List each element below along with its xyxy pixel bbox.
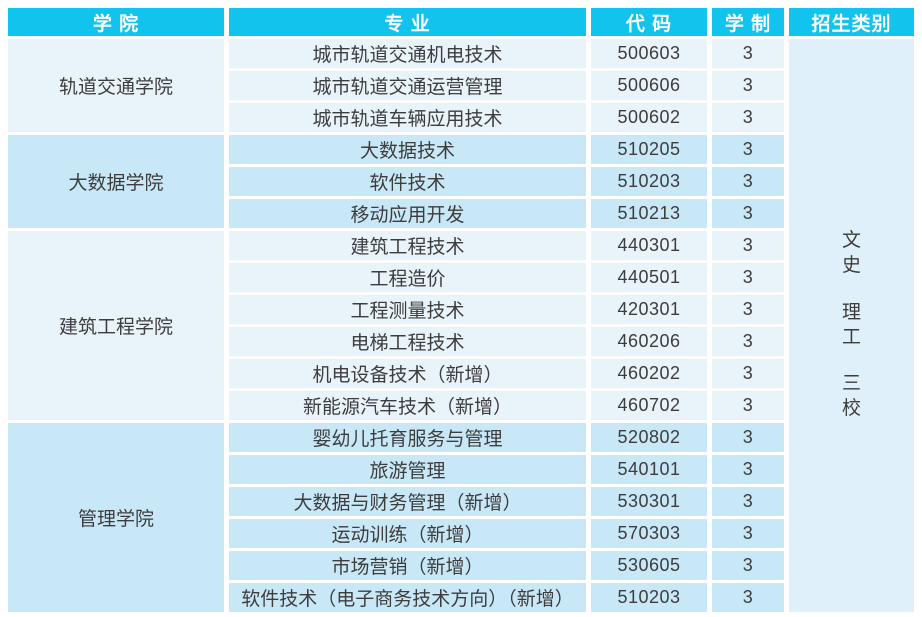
category-group-three-school: 三校 [841, 373, 861, 419]
code-cell: 520802 [591, 423, 707, 452]
duration-cell: 3 [712, 423, 784, 452]
college-cell-big-data: 大数据学院 [8, 135, 224, 228]
code-cell: 460202 [591, 359, 707, 388]
college-cell-construction: 建筑工程学院 [8, 231, 224, 420]
column-header-category: 招生类别 [789, 8, 914, 36]
major-cell: 城市轨道车辆应用技术 [229, 103, 586, 132]
duration-cell: 3 [712, 487, 784, 516]
major-cell: 城市轨道交通机电技术 [229, 39, 586, 68]
code-cell: 460702 [591, 391, 707, 420]
code-cell: 420301 [591, 295, 707, 324]
code-cell: 500606 [591, 71, 707, 100]
duration-cell: 3 [712, 135, 784, 164]
duration-cell: 3 [712, 103, 784, 132]
major-cell: 建筑工程技术 [229, 231, 586, 260]
major-cell: 电梯工程技术 [229, 327, 586, 356]
duration-cell: 3 [712, 327, 784, 356]
major-cell: 旅游管理 [229, 455, 586, 484]
major-cell: 运动训练（新增） [229, 519, 586, 548]
college-cell-rail-transit: 轨道交通学院 [8, 39, 224, 132]
code-cell: 510205 [591, 135, 707, 164]
code-cell: 500602 [591, 103, 707, 132]
code-cell: 440301 [591, 231, 707, 260]
category-group-science: 理工 [841, 301, 861, 348]
column-header-college: 学 院 [8, 8, 224, 36]
column-header-code: 代 码 [591, 8, 707, 36]
code-cell: 460206 [591, 327, 707, 356]
enrollment-category-cell: 文史 理工 三校 [789, 39, 914, 612]
major-cell: 软件技术（电子商务技术方向）（新增） [229, 583, 586, 612]
major-cell: 新能源汽车技术（新增） [229, 391, 586, 420]
duration-cell: 3 [712, 167, 784, 196]
duration-cell: 3 [712, 199, 784, 228]
major-cell: 软件技术 [229, 167, 586, 196]
duration-cell: 3 [712, 263, 784, 292]
duration-cell: 3 [712, 391, 784, 420]
major-cell: 城市轨道交通运营管理 [229, 71, 586, 100]
duration-cell: 3 [712, 551, 784, 580]
code-cell: 510203 [591, 583, 707, 612]
major-cell: 工程造价 [229, 263, 586, 292]
code-cell: 510213 [591, 199, 707, 228]
code-cell: 440501 [591, 263, 707, 292]
code-cell: 510203 [591, 167, 707, 196]
major-cell: 工程测量技术 [229, 295, 586, 324]
major-cell: 市场营销（新增） [229, 551, 586, 580]
duration-cell: 3 [712, 39, 784, 68]
duration-cell: 3 [712, 295, 784, 324]
code-cell: 570303 [591, 519, 707, 548]
duration-cell: 3 [712, 455, 784, 484]
column-header-major: 专 业 [229, 8, 586, 36]
major-cell: 移动应用开发 [229, 199, 586, 228]
category-group-liberal-arts: 文史 [841, 230, 861, 277]
major-cell: 大数据技术 [229, 135, 586, 164]
column-header-duration: 学 制 [712, 8, 784, 36]
duration-cell: 3 [712, 359, 784, 388]
major-cell: 机电设备技术（新增） [229, 359, 586, 388]
code-cell: 540101 [591, 455, 707, 484]
major-cell: 大数据与财务管理（新增） [229, 487, 586, 516]
code-cell: 500603 [591, 39, 707, 68]
major-cell: 婴幼儿托育服务与管理 [229, 423, 586, 452]
majors-table: 学 院 专 业 代 码 学 制 招生类别 轨道交通学院 大数据学院 建筑工程学院… [8, 8, 914, 612]
duration-cell: 3 [712, 231, 784, 260]
duration-cell: 3 [712, 519, 784, 548]
code-cell: 530301 [591, 487, 707, 516]
college-cell-management: 管理学院 [8, 423, 224, 612]
duration-cell: 3 [712, 583, 784, 612]
duration-cell: 3 [712, 71, 784, 100]
code-cell: 530605 [591, 551, 707, 580]
